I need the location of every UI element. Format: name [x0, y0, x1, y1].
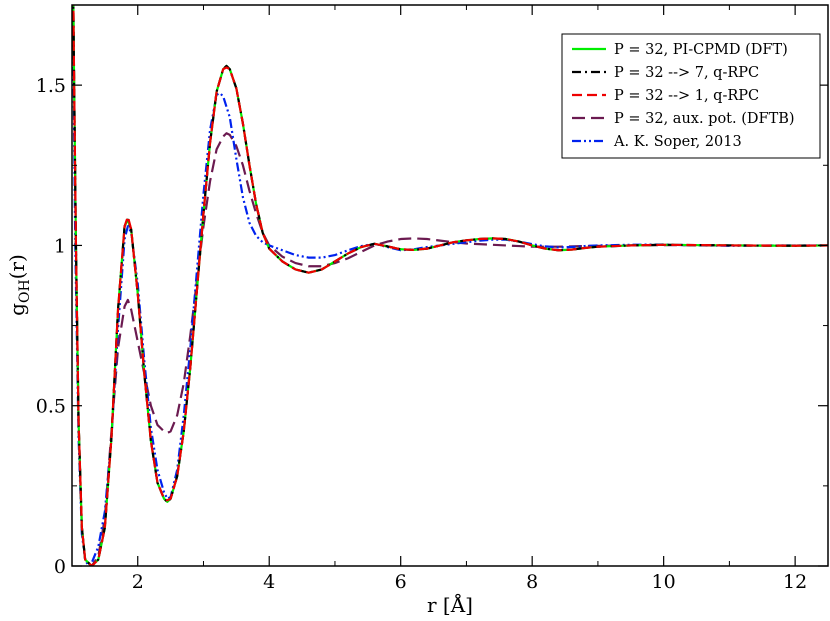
- legend-label-1: P = 32 --> 7, q-RPC: [614, 65, 759, 81]
- y-tick-label: 1: [54, 235, 66, 257]
- x-tick-label: 12: [783, 571, 807, 593]
- y-tick-label: 1.5: [36, 75, 66, 97]
- x-tick-label: 10: [652, 571, 676, 593]
- y-axis-title-main: g: [5, 303, 29, 316]
- ticks-layer: 2 4 6 8 10 12 0 0.5 1 1.5: [36, 5, 828, 593]
- y-axis-title-suffix: (r): [5, 254, 29, 279]
- series-layer: [72, 5, 828, 566]
- x-tick-label: 8: [526, 571, 538, 593]
- legend-label-4: A. K. Soper, 2013: [613, 134, 742, 150]
- x-tick-label: 4: [263, 571, 275, 593]
- legend: P = 32, PI-CPMD (DFT) P = 32 --> 7, q-RPC…: [561, 33, 821, 159]
- series-line-2: [72, 5, 828, 566]
- legend-label-0: P = 32, PI-CPMD (DFT): [614, 42, 788, 58]
- y-tick-label: 0.5: [36, 396, 66, 418]
- y-tick-label: 0: [54, 556, 66, 578]
- legend-label-2: P = 32 --> 1, q-RPC: [614, 88, 759, 104]
- x-axis-title: r [Å]: [427, 592, 473, 617]
- y-axis-title-sub: OH: [17, 279, 33, 303]
- x-tick-label: 2: [132, 571, 144, 593]
- y-axis-title: gOH(r): [5, 254, 33, 316]
- x-tick-label: 6: [395, 571, 407, 593]
- legend-label-3: P = 32, aux. pot. (DFTB): [614, 111, 795, 127]
- plot-frame: [71, 4, 829, 567]
